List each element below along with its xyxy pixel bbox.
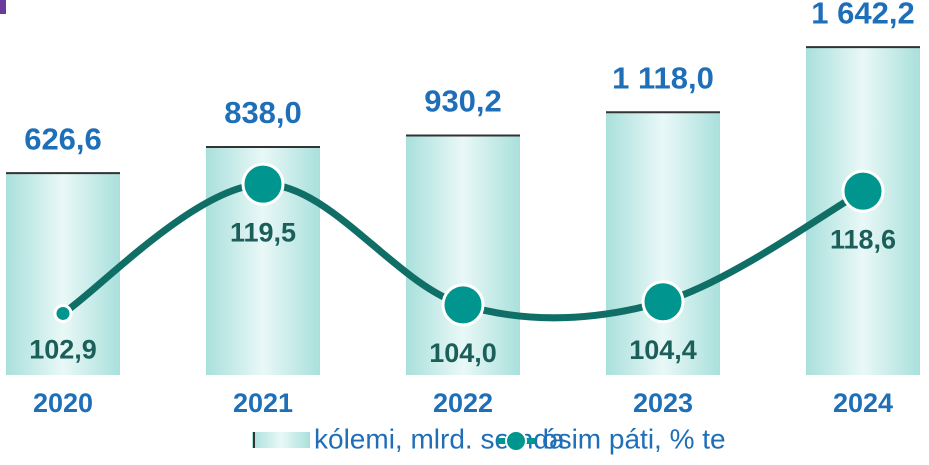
bar-value-label: 626,6 (24, 121, 102, 156)
x-tick-label: 2024 (833, 388, 893, 418)
legend-bar-swatch (252, 432, 310, 448)
line-marker (641, 280, 685, 324)
x-tick-label: 2022 (433, 388, 493, 418)
line-value-label: 102,9 (29, 335, 97, 365)
legend-label: ósim páti, % te (542, 423, 726, 454)
line-marker (441, 283, 485, 327)
line-value-label: 119,5 (230, 217, 296, 247)
bar-value-label: 930,2 (424, 84, 502, 119)
line-value-label: 118,6 (830, 224, 896, 254)
bar (606, 112, 720, 375)
line-value-label: 104,4 (629, 335, 697, 365)
line-marker (53, 303, 73, 323)
legend-line-marker (505, 430, 527, 452)
x-tick-label: 2020 (33, 388, 93, 418)
x-tick-label: 2023 (633, 388, 693, 418)
line-marker (241, 162, 285, 206)
line-value-label: 104,0 (429, 338, 497, 368)
line-marker (841, 169, 885, 213)
bar-value-label: 1 118,0 (612, 60, 714, 95)
title-accent (0, 0, 6, 14)
x-tick-label: 2021 (233, 388, 293, 418)
bar (406, 135, 520, 375)
bar (6, 173, 120, 375)
bar-value-label: 1 642,2 (811, 0, 914, 30)
bar-value-label: 838,0 (224, 95, 302, 130)
